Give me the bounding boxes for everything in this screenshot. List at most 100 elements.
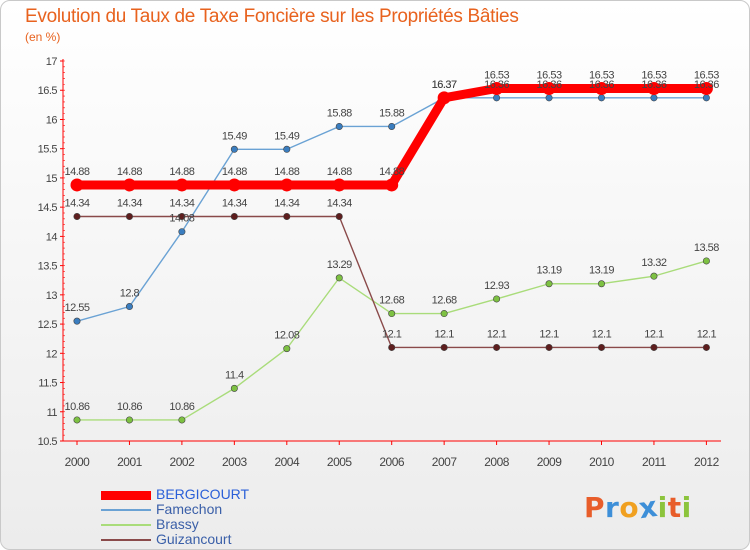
data-point-brassy (335, 274, 343, 282)
data-point-bergicourt (699, 81, 713, 95)
data-label-guizancourt: 12.1 (592, 328, 612, 340)
data-label-guizancourt: 14.34 (117, 198, 142, 210)
data-point-brassy (178, 416, 186, 424)
data-label-guizancourt: 12.1 (644, 328, 664, 340)
data-point-bergicourt (437, 91, 451, 105)
y-tick-label: 12 (46, 348, 58, 360)
data-point-guizancourt (388, 343, 396, 351)
data-label-guizancourt: 12.1 (539, 328, 559, 340)
y-tick-label: 15 (46, 173, 58, 185)
data-point-famechon (178, 228, 186, 236)
data-label-brassy: 12.68 (432, 295, 457, 307)
data-label-brassy: 13.32 (641, 257, 666, 269)
data-point-brassy (440, 310, 448, 318)
data-label-bergicourt: 16.53 (641, 69, 666, 81)
data-point-brassy (73, 416, 81, 424)
legend-label: BERGICOURT (156, 486, 250, 502)
data-label-brassy: 12.08 (274, 330, 299, 342)
x-tick-label: 2007 (432, 455, 458, 469)
data-point-brassy (650, 272, 658, 280)
data-point-bergicourt (122, 178, 136, 192)
y-tick-label: 12.5 (38, 319, 58, 331)
data-point-guizancourt (125, 213, 133, 221)
chart-title: Evolution du Taux de Taxe Foncière sur l… (25, 6, 519, 27)
legend-swatch (101, 490, 151, 500)
data-label-famechon: 15.49 (274, 130, 299, 142)
x-tick-label: 2006 (379, 455, 405, 469)
data-label-brassy: 13.19 (537, 265, 562, 277)
data-point-guizancourt (283, 213, 291, 221)
x-tick-label: 2004 (274, 455, 300, 469)
data-point-bergicourt (647, 81, 661, 95)
x-tick-label: 2002 (170, 455, 196, 469)
legend-swatch (101, 539, 151, 541)
data-point-famechon (597, 94, 605, 102)
data-point-guizancourt (335, 213, 343, 221)
x-tick-label: 2003 (222, 455, 248, 469)
data-label-bergicourt: 14.88 (327, 166, 352, 178)
data-label-guizancourt: 14.34 (274, 198, 299, 210)
data-point-brassy (702, 257, 710, 265)
unit-label: (en %) (25, 30, 61, 44)
data-point-bergicourt (332, 178, 346, 192)
data-label-famechon: 12.8 (120, 288, 140, 300)
data-point-bergicourt (70, 178, 84, 192)
data-label-guizancourt: 14.34 (222, 198, 247, 210)
data-point-bergicourt (280, 178, 294, 192)
data-label-brassy: 13.19 (589, 265, 614, 277)
data-label-brassy: 11.4 (225, 369, 244, 381)
data-point-famechon (283, 145, 291, 153)
data-label-famechon: 16.36 (589, 79, 614, 91)
data-label-bergicourt: 16.53 (537, 69, 562, 81)
data-point-guizancourt (702, 343, 710, 351)
data-label-brassy: 13.58 (694, 242, 719, 254)
legend-swatch (101, 509, 151, 511)
y-tick-label: 11.5 (38, 378, 57, 390)
y-tick-label: 16 (46, 114, 58, 126)
logo-letter: t (667, 491, 682, 524)
data-point-brassy (493, 295, 501, 303)
data-label-bergicourt: 14.88 (169, 166, 194, 178)
data-label-famechon: 12.55 (64, 302, 89, 314)
data-point-famechon (702, 94, 710, 102)
data-label-brassy: 10.86 (64, 401, 89, 413)
data-label-famechon: 14.08 (169, 213, 194, 225)
data-label-guizancourt: 14.34 (64, 198, 89, 210)
data-point-famechon (230, 145, 238, 153)
y-tick-label: 14.5 (38, 202, 58, 214)
x-tick-label: 2005 (327, 455, 353, 469)
data-point-brassy (545, 280, 553, 288)
axes: 10.5 11 11.5 12 12.5 13 13.5 14 14.5 15 15.5 16 16.5… (38, 56, 721, 469)
x-tick-label: 2011 (642, 455, 667, 469)
data-label-famechon: 16.36 (484, 79, 509, 91)
data-point-brassy (388, 310, 396, 318)
data-label-brassy: 12.93 (484, 280, 509, 292)
data-label-bergicourt: 16.37 (432, 79, 457, 91)
logo-letter: i (657, 491, 668, 524)
data-point-famechon (125, 303, 133, 311)
y-tick-label: 14 (46, 231, 58, 243)
y-tick-label: 16.5 (38, 85, 58, 97)
logo-letter: r (605, 491, 620, 524)
data-label-famechon: 16.36 (537, 79, 562, 91)
data-point-bergicourt (227, 178, 241, 192)
data-label-guizancourt: 12.1 (487, 328, 507, 340)
data-point-famechon (388, 122, 396, 130)
data-label-bergicourt: 16.53 (484, 69, 509, 81)
data-point-guizancourt (230, 213, 238, 221)
data-point-brassy (283, 345, 291, 353)
data-label-brassy: 10.86 (169, 401, 194, 413)
series-labels: 12.55 12.8 14.08 15.49 15.49 15.88 15.88 16.37 1… (64, 69, 719, 412)
legend-label: Famechon (156, 501, 223, 517)
x-tick-label: 2009 (537, 455, 563, 469)
x-tick-label: 2001 (117, 455, 143, 469)
data-label-bergicourt: 16.53 (589, 69, 614, 81)
data-label-bergicourt: 14.88 (274, 166, 299, 178)
y-tick-label: 10.5 (38, 436, 58, 448)
y-tick-label: 11 (47, 407, 58, 419)
data-point-guizancourt (73, 213, 81, 221)
data-point-famechon (335, 122, 343, 130)
data-point-famechon (73, 317, 81, 325)
